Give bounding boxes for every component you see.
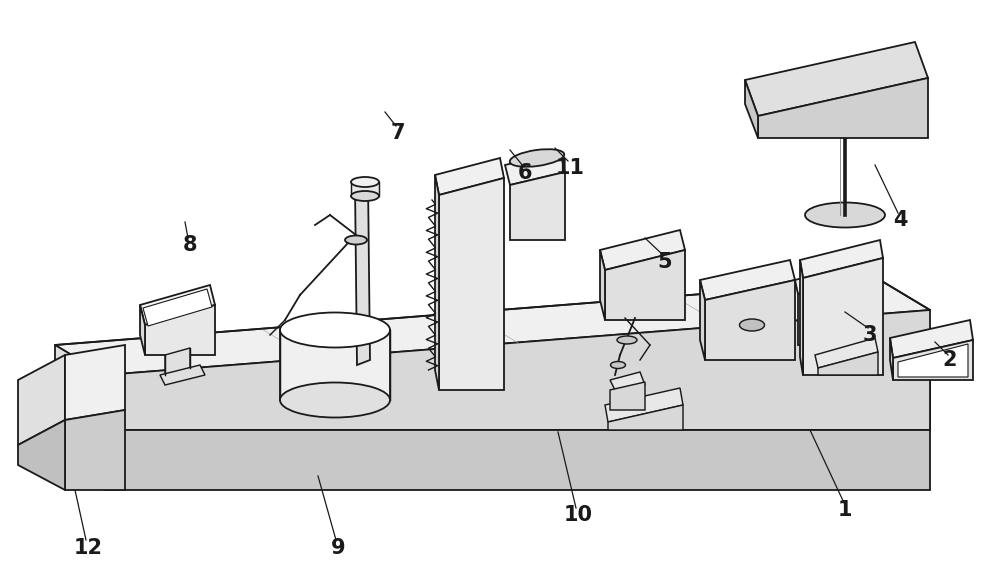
Ellipse shape — [280, 383, 390, 417]
Polygon shape — [18, 355, 65, 445]
Polygon shape — [140, 305, 145, 355]
Polygon shape — [700, 260, 795, 300]
Text: 9: 9 — [331, 538, 345, 558]
Polygon shape — [818, 352, 878, 375]
Polygon shape — [758, 78, 928, 138]
Polygon shape — [355, 180, 370, 365]
Polygon shape — [160, 365, 205, 385]
Polygon shape — [280, 330, 390, 400]
Polygon shape — [439, 178, 504, 390]
Polygon shape — [605, 388, 683, 422]
Polygon shape — [890, 320, 973, 358]
Ellipse shape — [610, 362, 626, 369]
Text: 1: 1 — [838, 500, 852, 520]
Polygon shape — [610, 382, 645, 410]
Polygon shape — [803, 258, 883, 375]
Polygon shape — [605, 250, 685, 320]
Ellipse shape — [805, 203, 885, 227]
Ellipse shape — [617, 336, 637, 344]
Polygon shape — [105, 430, 930, 490]
Polygon shape — [435, 158, 504, 195]
Polygon shape — [890, 338, 893, 380]
Polygon shape — [705, 280, 795, 360]
Polygon shape — [65, 410, 125, 490]
Text: 6: 6 — [518, 163, 532, 183]
Polygon shape — [165, 368, 195, 375]
Text: 7: 7 — [391, 123, 405, 143]
Ellipse shape — [280, 312, 390, 347]
Polygon shape — [145, 305, 215, 355]
Polygon shape — [798, 282, 843, 345]
Polygon shape — [18, 420, 65, 490]
Polygon shape — [700, 280, 705, 360]
Polygon shape — [351, 182, 379, 196]
Ellipse shape — [351, 177, 379, 187]
Polygon shape — [505, 152, 565, 185]
Text: 11: 11 — [556, 158, 584, 178]
Polygon shape — [140, 285, 215, 325]
Polygon shape — [600, 230, 685, 270]
Text: 4: 4 — [893, 210, 907, 230]
Text: 5: 5 — [658, 252, 672, 272]
Polygon shape — [800, 240, 883, 278]
Polygon shape — [600, 250, 605, 320]
Text: 2: 2 — [943, 350, 957, 370]
Ellipse shape — [345, 236, 367, 244]
Ellipse shape — [510, 149, 564, 167]
Polygon shape — [815, 338, 878, 368]
Polygon shape — [55, 280, 930, 375]
Polygon shape — [510, 172, 565, 240]
Ellipse shape — [740, 319, 765, 331]
Polygon shape — [55, 365, 930, 430]
Polygon shape — [898, 344, 968, 377]
Polygon shape — [745, 80, 758, 138]
Text: 8: 8 — [183, 235, 197, 255]
Polygon shape — [105, 310, 930, 430]
Polygon shape — [55, 400, 105, 490]
Polygon shape — [55, 345, 105, 430]
Text: 10: 10 — [564, 505, 592, 525]
Polygon shape — [893, 340, 973, 380]
Text: 3: 3 — [863, 325, 877, 345]
Polygon shape — [435, 175, 439, 390]
Polygon shape — [795, 268, 843, 294]
Ellipse shape — [351, 191, 379, 201]
Polygon shape — [610, 372, 645, 390]
Polygon shape — [65, 345, 125, 420]
Polygon shape — [800, 260, 803, 375]
Polygon shape — [608, 405, 683, 430]
Text: 12: 12 — [74, 538, 103, 558]
Polygon shape — [165, 348, 190, 375]
Polygon shape — [745, 42, 928, 116]
Polygon shape — [143, 289, 212, 326]
